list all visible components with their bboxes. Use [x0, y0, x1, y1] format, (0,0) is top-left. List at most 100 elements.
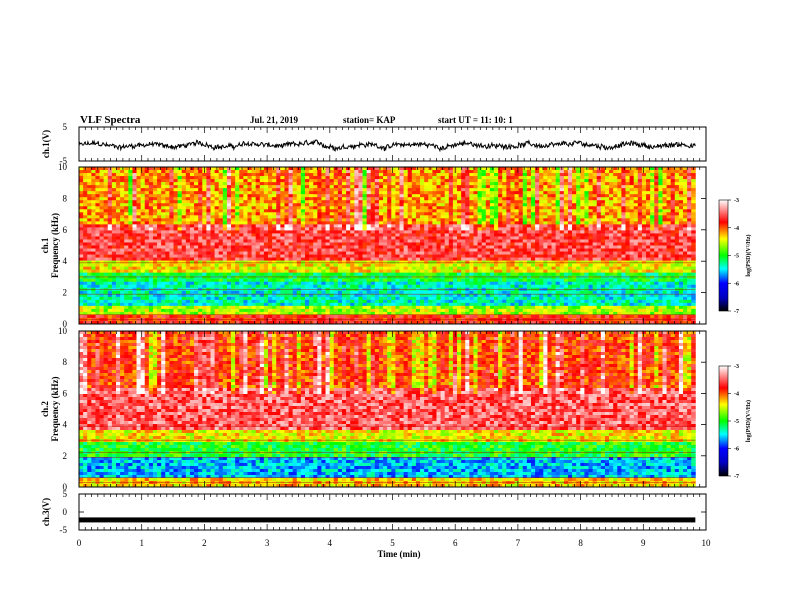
- spectrogram-cell: [346, 188, 351, 192]
- spectrogram-cell: [222, 230, 228, 234]
- spectrogram-cell: [132, 173, 137, 177]
- spectrogram-cell: [128, 212, 133, 216]
- spectrogram-cell: [83, 242, 88, 246]
- spectrogram-cell: [304, 170, 310, 174]
- spectrogram-cell: [107, 212, 113, 216]
- spectrogram-cell: [477, 197, 483, 201]
- spectrogram-cell: [280, 263, 285, 268]
- spectrogram-cell: [321, 197, 326, 201]
- spectrogram-cell: [239, 179, 244, 183]
- spectrogram-cell: [407, 218, 413, 222]
- spectrogram-cell: [276, 179, 281, 183]
- spectrogram-cell: [563, 257, 569, 261]
- spectrogram-cell: [296, 242, 302, 246]
- spectrogram-cell: [350, 167, 355, 171]
- spectrogram-cell: [374, 224, 380, 228]
- spectrogram-cell: [457, 212, 462, 216]
- spectrogram-cell: [436, 254, 441, 258]
- spectrogram-cell: [547, 191, 552, 195]
- spectrogram-cell: [448, 248, 454, 252]
- spectrogram-cell: [337, 170, 343, 174]
- spectrogram-cell: [481, 239, 487, 243]
- spectrogram-cell: [165, 209, 170, 213]
- spectrogram-cell: [592, 185, 598, 189]
- spectrogram-cell: [600, 263, 606, 268]
- spectrogram-cell: [103, 185, 109, 189]
- spectrogram-cell: [563, 203, 569, 207]
- spectrogram-cell: [185, 203, 191, 207]
- spectrogram-cell: [457, 170, 462, 174]
- spectrogram-cell: [366, 194, 372, 198]
- spectrogram-cell: [181, 182, 187, 186]
- spectrogram-cell: [136, 245, 142, 249]
- spectrogram-cell: [514, 185, 520, 189]
- spectrogram-cell: [83, 194, 88, 198]
- spectrogram-cell: [276, 191, 281, 195]
- spectrogram-cell: [646, 200, 651, 204]
- spectrogram-cell: [629, 257, 635, 261]
- spectrogram-cell: [239, 224, 244, 228]
- spectrogram-cell: [530, 170, 536, 174]
- spectrogram-cell: [103, 212, 109, 216]
- spectrogram-cell: [202, 173, 207, 177]
- spectrogram-cell: [103, 233, 109, 237]
- spectrogram-cell: [288, 191, 294, 195]
- spectrogram-cell: [539, 179, 544, 183]
- spectrogram-cell: [530, 257, 536, 261]
- spectrogram-cell: [370, 236, 376, 240]
- spectrogram-cell: [411, 260, 417, 265]
- spectrogram-cell: [494, 239, 499, 243]
- spectrogram-cell: [181, 239, 187, 243]
- spectrogram-cell: [687, 257, 692, 261]
- spectrogram-cell: [391, 233, 396, 237]
- spectrogram-cell: [629, 203, 635, 207]
- spectrogram-cell: [243, 188, 248, 192]
- spectrogram-cell: [572, 182, 577, 186]
- spectrogram-cell: [613, 215, 618, 219]
- spectrogram-cell: [580, 197, 585, 201]
- spectrogram-cell: [111, 248, 117, 252]
- spectrogram-cell: [313, 245, 318, 249]
- spectrogram-cell: [169, 215, 174, 219]
- spectrogram-cell: [272, 182, 277, 186]
- spectrogram-cell: [411, 233, 417, 237]
- spectrogram-cell: [522, 230, 528, 234]
- spectrogram-cell: [399, 176, 405, 180]
- spectrogram-cell: [304, 218, 310, 222]
- spectrogram-cell: [559, 245, 565, 249]
- spectrogram-cell: [268, 191, 273, 195]
- spectrogram-cell: [600, 212, 606, 216]
- spectrogram-cell: [194, 218, 199, 222]
- spectrogram-cell: [120, 185, 125, 189]
- spectrogram-cell: [522, 191, 528, 195]
- spectrogram-cell: [284, 257, 289, 261]
- spectrogram-cell: [296, 179, 302, 183]
- spectrogram-cell: [518, 227, 524, 231]
- spectrogram-cell: [674, 179, 680, 183]
- spectrogram-cell: [181, 209, 187, 213]
- spectrogram-cell: [637, 179, 643, 183]
- spectrogram-cell: [276, 248, 281, 252]
- spectrogram-cell: [124, 221, 129, 225]
- spectrogram-cell: [152, 230, 158, 234]
- spectrogram-cell: [646, 203, 651, 207]
- spectrogram-cell: [374, 188, 380, 192]
- spectrogram-cell: [259, 263, 265, 268]
- spectrogram-cell: [596, 203, 602, 207]
- spectrogram-cell: [99, 188, 105, 192]
- spectrogram-cell: [621, 182, 626, 186]
- spectrogram-cell: [341, 245, 347, 249]
- spectrogram-cell: [140, 260, 146, 265]
- spectrogram-cell: [518, 194, 524, 198]
- spectrogram-cell: [674, 167, 680, 171]
- spectrogram-cell: [268, 260, 273, 265]
- spectrogram-cell: [198, 254, 203, 258]
- spectrogram-cell: [646, 224, 651, 228]
- spectrogram-cell: [526, 248, 532, 252]
- spectrogram-cell: [296, 170, 302, 174]
- spectrogram-cell: [288, 203, 294, 207]
- spectrogram-cell: [494, 260, 499, 265]
- spectrogram-cell: [300, 179, 306, 183]
- spectrogram-cell: [231, 215, 236, 219]
- spectrogram-cell: [526, 200, 532, 204]
